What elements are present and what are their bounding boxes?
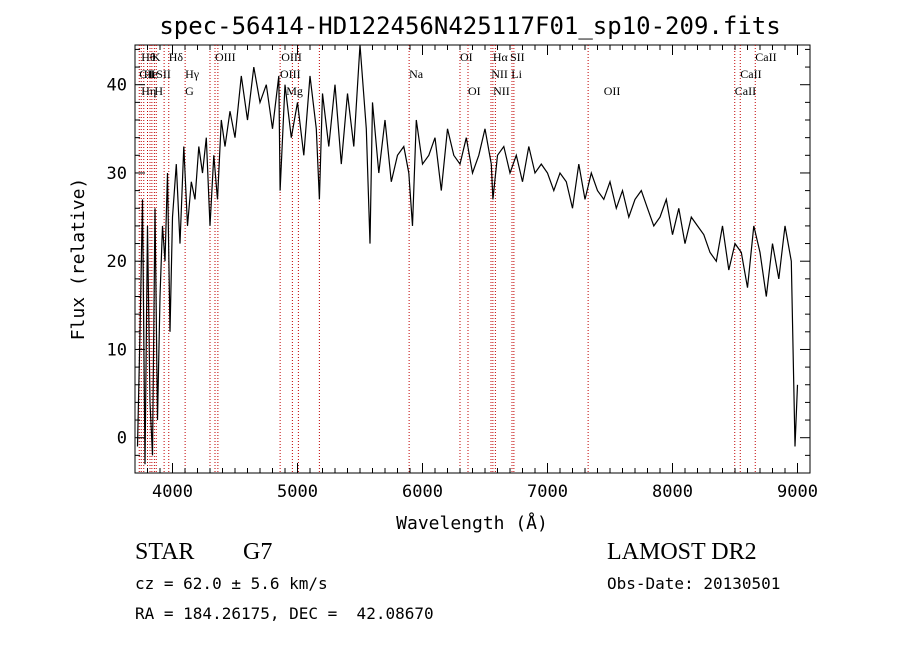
line-label: OIII (280, 67, 301, 81)
line-label: SII (156, 67, 171, 81)
line-label: Hγ (185, 67, 200, 81)
line-label: Mg (286, 84, 303, 98)
line-label: Na (409, 67, 424, 81)
line-label: Li (511, 67, 522, 81)
line-label: Hδ (169, 50, 184, 64)
x-tick-label: 6000 (402, 482, 443, 502)
x-tick-label: 8000 (652, 482, 693, 502)
y-tick-label: 10 (107, 340, 127, 360)
line-label: G (185, 84, 194, 98)
y-axis-label: Flux (relative) (68, 178, 89, 341)
chart-title: spec-56414-HD122456N425117F01_sp10-209.f… (159, 12, 780, 40)
line-label: Hα (493, 50, 509, 64)
line-label: Hη (141, 84, 156, 98)
line-label: CaII (755, 50, 776, 64)
x-tick-label: 4000 (152, 482, 193, 502)
spectral-subclass: G7 (243, 539, 273, 565)
line-label: OII (604, 84, 621, 98)
line-label: CaII (740, 67, 761, 81)
y-tick-label: 0 (117, 429, 127, 449)
object-type: STAR (135, 539, 195, 565)
y-tick-label: 40 (107, 76, 127, 96)
coordinates: RA = 184.26175, DEC = 42.08670 (135, 604, 434, 623)
line-label: H (154, 84, 163, 98)
x-tick-label: 5000 (277, 482, 318, 502)
redshift-text: cz = 62.0 ± 5.6 km/s (135, 574, 328, 593)
y-tick-label: 20 (107, 252, 127, 272)
line-label: OIII (215, 50, 236, 64)
line-label: OIII (281, 50, 302, 64)
line-label: NII (491, 67, 508, 81)
line-label: Hθ (141, 50, 156, 64)
obs-date: Obs-Date: 20130501 (607, 574, 781, 593)
spectrum-line (136, 44, 799, 465)
survey-name: LAMOST DR2 (607, 539, 757, 565)
line-label: CaII (735, 84, 756, 98)
line-label: OI (468, 84, 481, 98)
y-axis: 0 10 20 30 40 (107, 48, 810, 456)
line-label: NII (493, 84, 510, 98)
x-axis: 4000 5000 6000 7000 8000 9000 (134, 45, 818, 502)
line-label: CII (139, 67, 155, 81)
line-label: SII (510, 50, 525, 64)
line-label: I (150, 67, 154, 81)
x-axis-label: Wavelength (Å) (396, 512, 548, 534)
x-tick-label: 9000 (777, 482, 818, 502)
y-tick-label: 30 (107, 164, 127, 184)
plot-frame (134, 44, 811, 474)
line-label: He (144, 67, 158, 81)
x-tick-label: 7000 (527, 482, 568, 502)
line-label: K (152, 50, 161, 64)
spectral-line-markers (138, 45, 756, 473)
line-label: OI (460, 50, 473, 64)
